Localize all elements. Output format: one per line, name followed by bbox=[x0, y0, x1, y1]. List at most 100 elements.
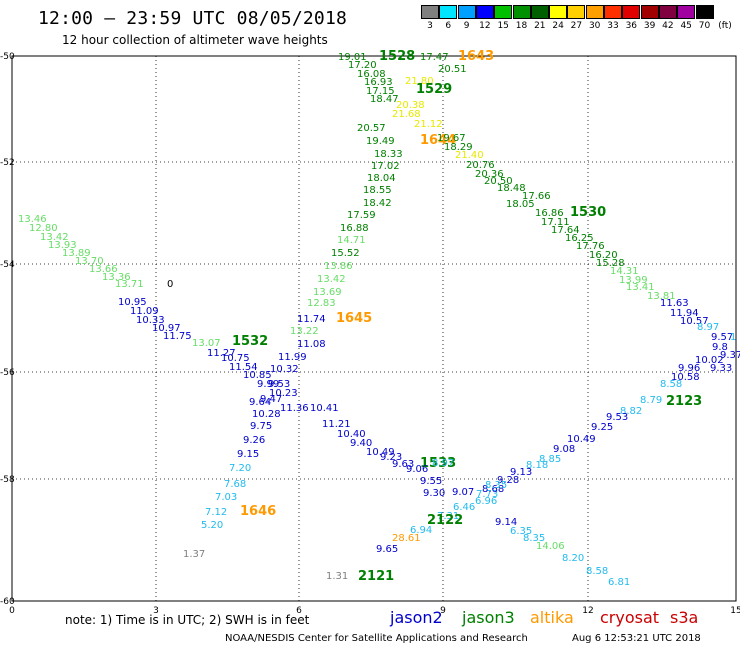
wave-height-label: 1.31 bbox=[326, 571, 348, 582]
wave-height-label: 17.02 bbox=[371, 161, 400, 172]
wave-height-label: 8.58 bbox=[586, 566, 608, 577]
wave-height-label: 18.33 bbox=[374, 149, 403, 160]
pass-time-label: 1530 bbox=[570, 205, 606, 220]
wave-height-label: 21.40 bbox=[455, 150, 484, 161]
pass-time-label: 1529 bbox=[416, 82, 452, 97]
x-tick-label: 9 bbox=[440, 606, 446, 616]
wave-height-label: 10.02 bbox=[695, 355, 724, 366]
wave-height-label: 1 bbox=[730, 332, 736, 343]
wave-height-label: 18.47 bbox=[370, 94, 399, 105]
wave-height-label: 10.85 bbox=[243, 370, 272, 381]
wave-height-label: 10.75 bbox=[221, 353, 250, 364]
wave-height-label: 9.99 bbox=[257, 379, 279, 390]
legend-swatch-70 bbox=[695, 5, 714, 19]
wave-height-label: 8.18 bbox=[526, 460, 548, 471]
wave-height-label: 13.42 bbox=[40, 232, 69, 243]
x-tick-label: 0 bbox=[9, 606, 15, 616]
wave-height-label: 10.28 bbox=[252, 409, 281, 420]
wave-height-label: 13.71 bbox=[115, 279, 144, 290]
legend-label-30: 30 bbox=[588, 21, 601, 31]
wave-height-label: 18.42 bbox=[363, 198, 392, 209]
wave-height-label: 9.40 bbox=[350, 438, 372, 449]
wave-height-label: 19.67 bbox=[437, 133, 466, 144]
wave-height-label: 7.12 bbox=[205, 507, 227, 518]
wave-height-label: 13.89 bbox=[62, 248, 91, 259]
x-tick-label: 15 bbox=[730, 606, 740, 616]
wave-height-label: 11.09 bbox=[130, 306, 159, 317]
wave-height-label: 8.97 bbox=[432, 458, 454, 469]
legend-swatch-42 bbox=[658, 5, 677, 19]
wave-height-label: 10.49 bbox=[366, 447, 395, 458]
wave-height-label: 10.97 bbox=[152, 323, 181, 334]
legend-cryosat: cryosat bbox=[600, 608, 660, 627]
wave-height-label: 10.58 bbox=[671, 372, 700, 383]
wave-height-label: 17.59 bbox=[347, 210, 376, 221]
wave-height-label: 9.55 bbox=[420, 476, 442, 487]
wave-height-label: 8.79 bbox=[640, 395, 662, 406]
y-tick-label: -52 bbox=[0, 158, 15, 168]
legend-label-6: 6 bbox=[445, 21, 452, 31]
wave-height-label: 17.47 bbox=[420, 52, 449, 63]
wave-height-label: 10.23 bbox=[269, 388, 298, 399]
wave-height-label: 9.23 bbox=[380, 452, 402, 463]
y-tick-label: -60 bbox=[0, 597, 15, 607]
y-tick-label: -58 bbox=[0, 475, 15, 485]
wave-height-label: 11.21 bbox=[322, 419, 351, 430]
wave-height-label: 9.75 bbox=[250, 421, 272, 432]
wave-height-label: 9.65 bbox=[376, 544, 398, 555]
wave-height-label: 10.57 bbox=[680, 316, 709, 327]
wave-height-label: 13.86 bbox=[324, 261, 353, 272]
wave-height-label: 12.83 bbox=[307, 298, 336, 309]
legend-swatch-24 bbox=[549, 5, 568, 19]
wave-height-label: 17.11 bbox=[541, 217, 570, 228]
wave-height-label: 16.86 bbox=[535, 208, 564, 219]
wave-height-label: 9.8 bbox=[712, 342, 728, 353]
legend-swatch-30 bbox=[585, 5, 604, 19]
wave-height-label: 10.95 bbox=[118, 297, 147, 308]
wave-height-label: 15.28 bbox=[596, 258, 625, 269]
y-tick-label: -50 bbox=[0, 52, 15, 62]
wave-height-label: 13.46 bbox=[18, 214, 47, 225]
wave-height-label: 18.48 bbox=[497, 183, 526, 194]
legend-swatch-27 bbox=[567, 5, 586, 19]
wave-height-label: 11.75 bbox=[163, 331, 192, 342]
wave-height-label: 8.85 bbox=[539, 454, 561, 465]
legend-label-21: 21 bbox=[534, 21, 546, 31]
wave-height-label: 18.05 bbox=[506, 199, 535, 210]
wave-height-label: 13.07 bbox=[192, 338, 221, 349]
wave-height-label: 9.53 bbox=[268, 379, 290, 390]
wave-height-label: 7.31 bbox=[437, 511, 459, 522]
wave-height-label: 13.36 bbox=[102, 272, 131, 283]
credit-text: NOAA/NESDIS Center for Satellite Applica… bbox=[225, 633, 528, 644]
wave-height-label: 9.14 bbox=[495, 517, 517, 528]
wave-height-label: 18.29 bbox=[444, 142, 473, 153]
x-tick-label: 6 bbox=[296, 606, 302, 616]
legend-label-70: 70 bbox=[698, 21, 711, 31]
wave-height-label: 10.41 bbox=[310, 403, 339, 414]
wave-height-label: 14.71 bbox=[337, 235, 366, 246]
wave-height-label: 13.66 bbox=[89, 264, 118, 275]
legend-jason3: jason3 bbox=[462, 608, 515, 627]
wave-height-label: 17.76 bbox=[576, 241, 605, 252]
wave-height-label: 9.28 bbox=[497, 475, 519, 486]
wave-height-label: 21.80 bbox=[405, 76, 434, 87]
map-frame bbox=[11, 55, 737, 602]
wave-height-label: 11.63 bbox=[660, 298, 689, 309]
pass-time-label: 2122 bbox=[427, 513, 463, 528]
wave-height-label: 9.15 bbox=[237, 449, 259, 460]
legend-label-39: 39 bbox=[643, 21, 656, 31]
wave-height-label: 8.20 bbox=[562, 553, 584, 564]
wave-height-label: 13.41 bbox=[626, 282, 655, 293]
wave-height-label: 8.35 bbox=[485, 480, 507, 491]
wave-height-label: 7.73 bbox=[476, 489, 498, 500]
wave-height-label: 19.01 bbox=[338, 52, 367, 63]
page-subtitle: 12 hour collection of altimeter wave hei… bbox=[62, 33, 328, 47]
wave-height-label: 14.31 bbox=[610, 266, 639, 277]
legend-swatch-33 bbox=[604, 5, 622, 19]
wave-height-label: 10.33 bbox=[136, 315, 165, 326]
wave-height-label: 21.68 bbox=[392, 109, 421, 120]
wave-height-label: 17.20 bbox=[348, 60, 377, 71]
legend-swatch-15 bbox=[494, 5, 513, 19]
